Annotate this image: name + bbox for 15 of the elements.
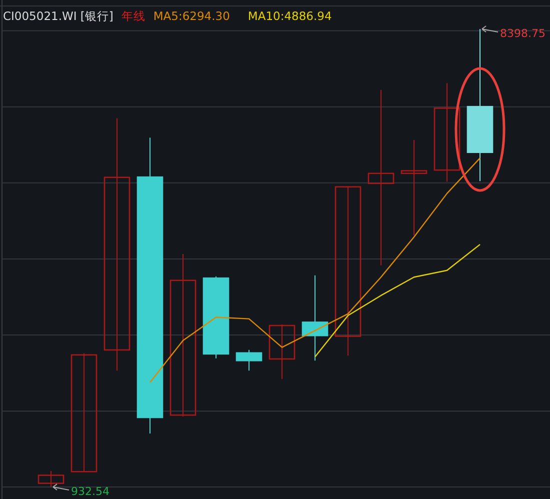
candlestick (334, 186, 362, 356)
candlestick (38, 470, 64, 488)
candlestick (368, 89, 394, 266)
chart-subtitle: 年线 (121, 9, 146, 23)
candlestick (70, 352, 98, 472)
text: 8398.75 (500, 27, 546, 40)
annotation: 932.54 (71, 485, 110, 498)
candlestick (268, 324, 296, 380)
chart-title: CI005021.WI [银行] (3, 9, 114, 23)
candlestick (104, 118, 130, 372)
candlestick (400, 139, 428, 236)
candlestick (434, 82, 460, 182)
candlestick (170, 253, 196, 417)
text: MA5:6294.30 (153, 9, 230, 23)
text: MA10:4886.94 (248, 9, 332, 23)
